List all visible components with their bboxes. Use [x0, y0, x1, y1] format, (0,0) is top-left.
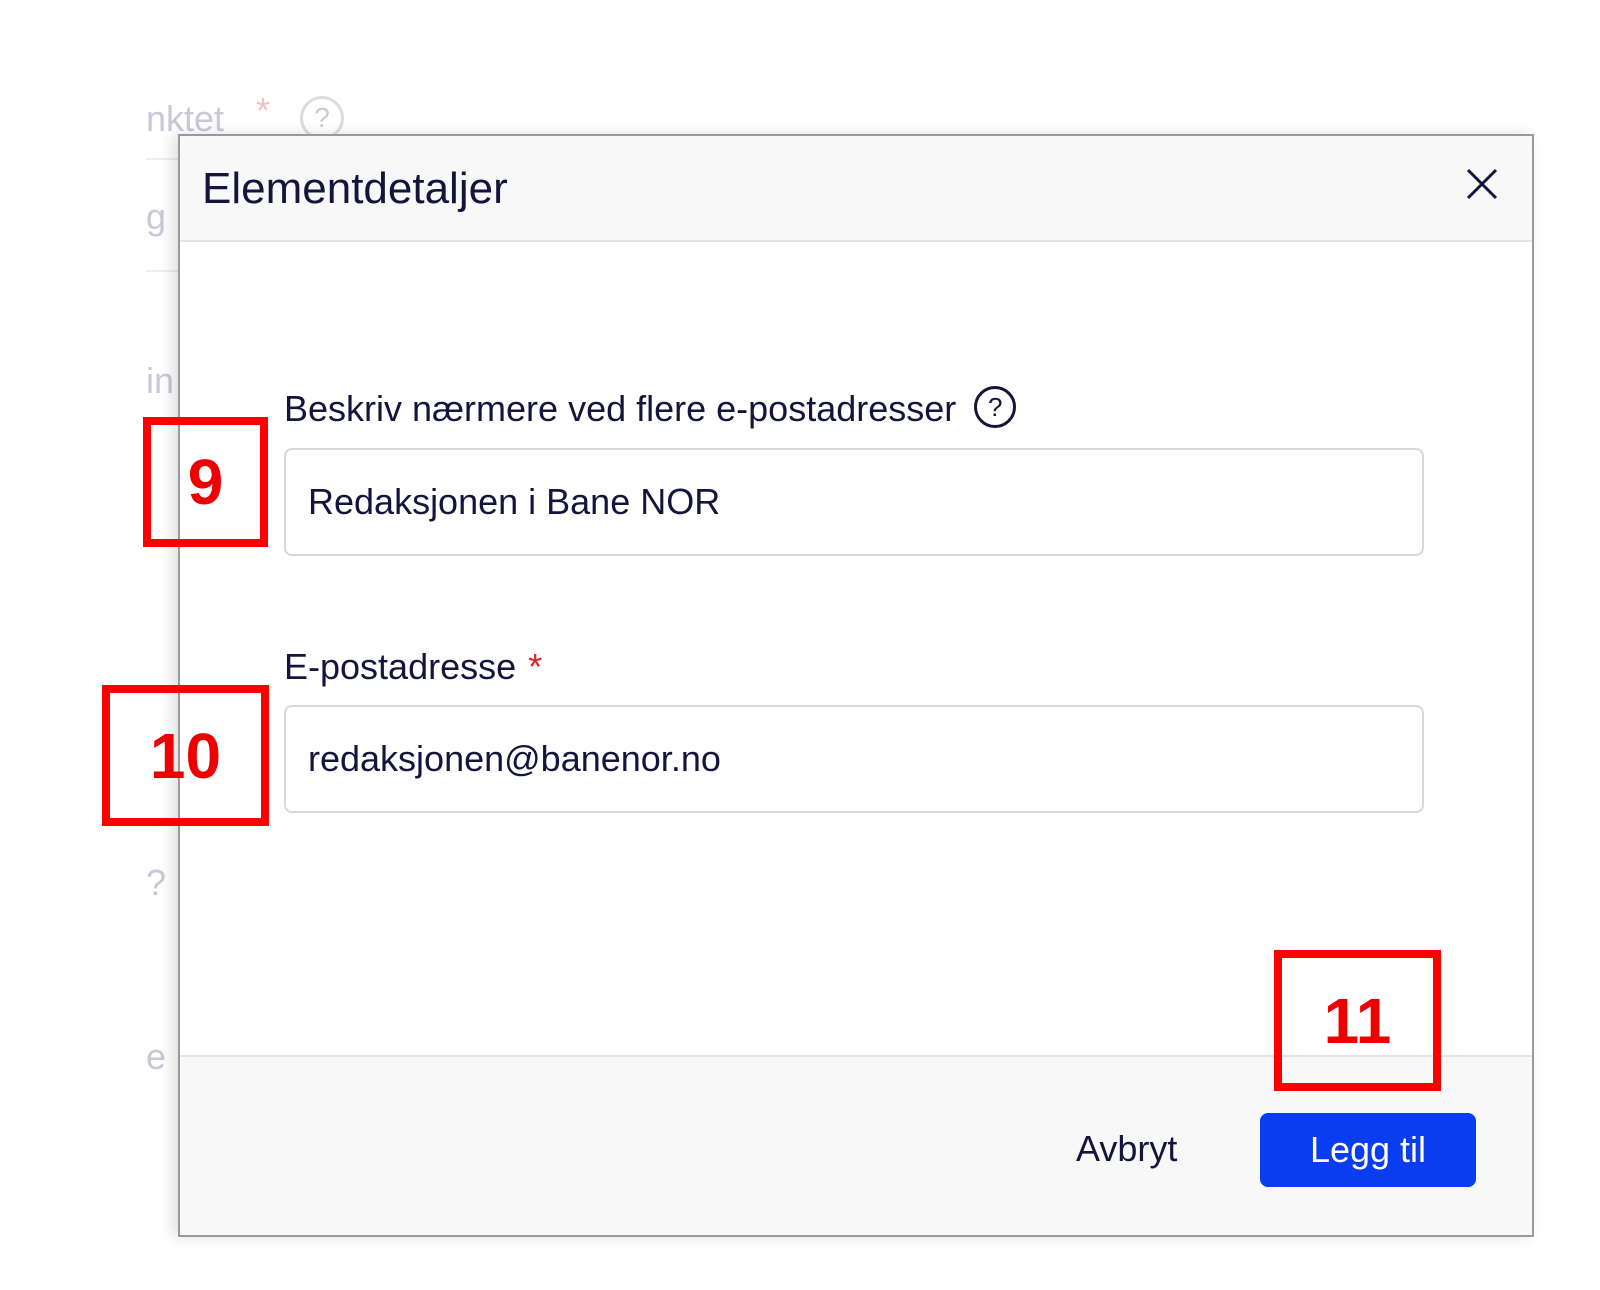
description-label-text: Beskriv nærmere ved flere e-postadresser	[284, 388, 957, 429]
email-label: E-postadresse *	[284, 646, 542, 688]
add-button[interactable]: Legg til	[1260, 1113, 1476, 1187]
background-label-fragment: e	[146, 1036, 167, 1077]
background-label-fragment: nktet	[146, 98, 225, 139]
description-label: Beskriv nærmere ved flere e-postadresser…	[284, 386, 1017, 432]
email-input[interactable]	[284, 705, 1424, 813]
element-details-dialog: Elementdetaljer Beskriv nærmere ved fler…	[178, 134, 1534, 1237]
annotation-box: 11	[1274, 950, 1441, 1091]
description-input[interactable]	[284, 448, 1424, 556]
email-label-text: E-postadresse	[284, 646, 517, 687]
background-required-mark: *	[256, 90, 271, 131]
dialog-title: Elementdetaljer	[202, 164, 508, 213]
background-label-fragment: g	[146, 196, 167, 237]
dialog-header: Elementdetaljer	[180, 136, 1532, 242]
annotation-box: 10	[102, 685, 269, 826]
required-mark: *	[528, 646, 543, 687]
help-icon[interactable]: ?	[974, 386, 1017, 429]
background-divider	[146, 158, 178, 160]
annotation-box: 9	[143, 417, 268, 547]
background-label-fragment: in	[146, 360, 175, 401]
close-icon[interactable]	[1462, 164, 1502, 204]
background-help-fragment: ?	[146, 862, 167, 903]
background-divider	[146, 270, 178, 272]
cancel-button[interactable]: Avbryt	[1070, 1127, 1183, 1171]
